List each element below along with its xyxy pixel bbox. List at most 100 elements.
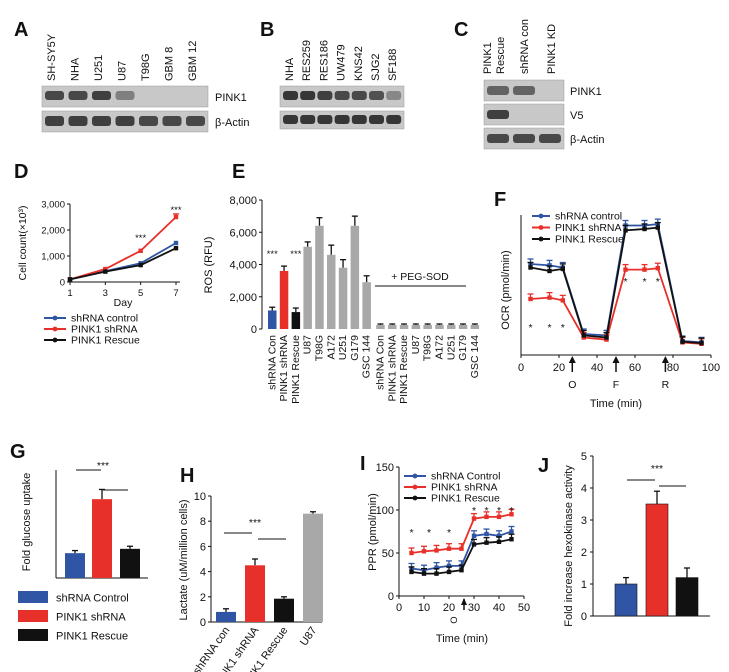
bar xyxy=(216,611,236,622)
bar xyxy=(388,324,397,329)
y-tick-label: 4 xyxy=(581,483,587,495)
chart-g: Fold glucose uptake *** shRNA Control PINK1… xyxy=(18,460,148,643)
data-point xyxy=(604,335,609,340)
legend-label: shRNA Control xyxy=(56,593,129,605)
x-category-label: A172 xyxy=(433,335,445,360)
panel-b-lane-label: NHA xyxy=(284,57,296,81)
actin-band xyxy=(334,115,350,124)
y-tick-label: 4,000 xyxy=(229,260,257,272)
data-point xyxy=(484,540,489,545)
data-point xyxy=(471,542,477,547)
pink1-band xyxy=(317,91,333,100)
panel-a-lane-label: T98G xyxy=(140,53,152,81)
legend-key-marker xyxy=(412,495,418,501)
pink1-band xyxy=(351,91,367,100)
actin-band xyxy=(317,115,333,124)
bar xyxy=(92,499,112,578)
data-point xyxy=(496,533,502,538)
y-tick-label: 50 xyxy=(382,548,394,560)
panel-a-lane-label: NHA xyxy=(70,57,82,81)
y-tick-label: 4 xyxy=(200,567,206,579)
significance-marker: *** xyxy=(267,249,278,260)
bar xyxy=(399,324,409,329)
x-category-label: PINK1 Rescue xyxy=(398,335,410,404)
significance-marker: * xyxy=(472,505,476,517)
pink1-band xyxy=(45,91,64,100)
y-tick-label: 8 xyxy=(200,516,206,528)
bar xyxy=(447,324,456,329)
significance-marker: * xyxy=(656,276,660,288)
data-point xyxy=(434,571,439,576)
x-axis-title: Time (min) xyxy=(590,398,642,410)
y-tick-label: 2,000 xyxy=(41,226,65,237)
bar xyxy=(303,246,312,329)
y-axis-title: PPR (pmol/min) xyxy=(367,493,379,571)
legend-key-marker xyxy=(538,213,544,219)
significance-marker: *** xyxy=(97,460,109,472)
bar xyxy=(120,548,140,578)
y-axis-title: ROS (RFU) xyxy=(203,237,215,294)
y-tick-label: 3 xyxy=(581,515,587,527)
data-point xyxy=(547,268,552,274)
x-category-label: shRNA Con xyxy=(374,335,386,390)
actin-band xyxy=(92,116,111,126)
significance-marker: *** xyxy=(651,463,663,475)
data-point xyxy=(67,277,73,282)
chart-i: 0 50 100 150 0 10 20 30 40 50 Time (min) PPR (pmol/… xyxy=(367,462,530,645)
bar xyxy=(315,225,324,329)
pink1-band xyxy=(68,91,88,100)
x-tick-label: 10 xyxy=(418,602,430,614)
pink1-band xyxy=(283,91,298,100)
data-point xyxy=(173,240,179,246)
panel-b-lane-label: RES259 xyxy=(301,40,313,81)
series-line xyxy=(530,267,702,345)
x-category-label: PINK1 shRNA xyxy=(386,335,398,402)
panel-b-lane-label: KNS42 xyxy=(353,46,365,81)
x-tick-label: 7 xyxy=(173,288,178,299)
x-tick-label: 0 xyxy=(518,362,524,374)
injection-arrowhead xyxy=(461,598,467,605)
panel-c-row-label-v5: V5 xyxy=(570,110,583,122)
bar xyxy=(303,513,323,622)
bar xyxy=(65,553,85,578)
legend-swatch xyxy=(18,629,48,641)
y-tick-label: 150 xyxy=(376,462,394,474)
x-axis-title: Time (min) xyxy=(436,633,488,645)
legend-key-marker xyxy=(52,326,58,332)
legend-key-marker xyxy=(538,225,544,230)
panel-a-lane-label: U87 xyxy=(117,61,129,81)
bar xyxy=(338,267,348,329)
chart-f: 0 20 40 60 80 100 Time (min) OCR (pmol/min) O F R *… xyxy=(500,211,720,411)
pink1-band xyxy=(300,91,316,100)
y-tick-label: 2 xyxy=(200,592,206,604)
y-tick-label: 10 xyxy=(194,491,206,503)
significance-marker: * xyxy=(409,527,413,539)
data-point xyxy=(680,339,685,344)
panel-c-lane-label: shRNA con xyxy=(519,19,531,74)
legend-label: PINK1 shRNA xyxy=(555,222,622,234)
legend-key-marker xyxy=(538,236,544,242)
injection-label: F xyxy=(613,379,619,391)
significance-marker: * xyxy=(561,322,565,334)
x-tick-label: 30 xyxy=(468,602,480,614)
actin-band xyxy=(283,115,298,124)
legend-label: PINK1 Rescue xyxy=(555,234,624,246)
bar xyxy=(458,324,468,329)
significance-marker: * xyxy=(497,505,501,517)
x-tick-label: 3 xyxy=(103,288,108,299)
data-point xyxy=(138,262,143,268)
legend-label: shRNA control xyxy=(71,313,138,325)
data-point xyxy=(623,267,628,272)
actin-band xyxy=(513,134,535,143)
y-tick-label: 8,000 xyxy=(229,195,257,207)
panel-c-lane-label: PINK1 KD xyxy=(546,24,558,74)
x-tick-label: 100 xyxy=(702,362,720,374)
y-tick-label: 1 xyxy=(581,579,587,591)
legend-label: shRNA Control xyxy=(431,471,500,483)
panel-a-pink1-bands xyxy=(45,91,135,100)
panel-a-row-label-pink1: PINK1 xyxy=(215,92,247,104)
series-line xyxy=(530,226,702,344)
data-point xyxy=(655,225,660,230)
